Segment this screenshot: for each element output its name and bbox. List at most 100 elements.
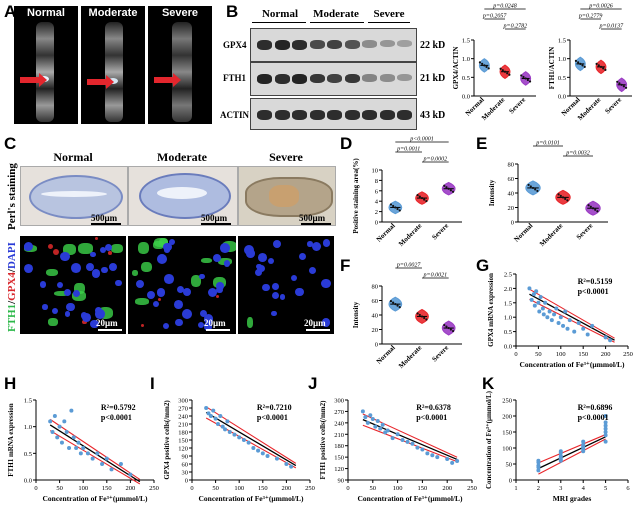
- y-tick-label: 0.0: [504, 344, 512, 351]
- p-value-label: p=0.0032: [565, 151, 590, 157]
- scatter-point: [603, 420, 608, 425]
- y-tick-label: 40: [372, 313, 379, 320]
- data-point: [447, 326, 450, 330]
- y-axis-label: FTH1/ACTIN: [548, 47, 556, 89]
- y-axis-label: Concentration of Fe³⁺(μmmol/L): [485, 390, 493, 489]
- spinal-cord: [105, 22, 123, 122]
- scatter-point: [603, 439, 608, 444]
- scatter-point: [246, 440, 251, 445]
- blot-band: [362, 40, 377, 48]
- scatter-point: [425, 451, 430, 456]
- x-tick-label: 200: [126, 485, 136, 492]
- blot-band: [362, 110, 377, 120]
- data-point: [445, 186, 448, 189]
- dapi-nucleus: [298, 252, 306, 260]
- scatter-point: [274, 456, 279, 461]
- mri-label-normal: Normal: [27, 7, 65, 19]
- scatter-point: [225, 419, 230, 424]
- data-point: [620, 83, 623, 86]
- chart-j-fth1-cells: 90 120 150 180 210 240 270 300 0 50 100 150 200 250 R²…: [319, 398, 477, 504]
- dapi-nucleus: [271, 310, 277, 317]
- ci-lower-line: [538, 438, 606, 475]
- data-point: [418, 195, 421, 198]
- ci-lower-line: [205, 417, 297, 469]
- y-tick-label: 50: [506, 462, 513, 469]
- dapi-nucleus: [322, 239, 331, 247]
- data-point: [416, 312, 419, 315]
- scatter-point: [554, 306, 559, 311]
- x-tick-label: 250: [623, 351, 633, 358]
- dapi-nucleus: [223, 260, 230, 267]
- chart-f-intensity: 0 20 40 60 80 Normal Moderate Severe p=0.0027p=0…: [352, 263, 462, 370]
- blot-actin: [250, 98, 417, 130]
- dapi-nucleus: [279, 294, 286, 300]
- x-axis-label: Concentration of Fe³⁺(μmmol/L): [519, 360, 625, 369]
- x-tick-label: 250: [467, 485, 477, 492]
- scale-label: 500μm: [91, 213, 118, 223]
- data-point: [561, 196, 565, 199]
- tissue-oval: [29, 175, 123, 219]
- y-tick-label: 20: [372, 327, 379, 334]
- fth1-signal: [74, 283, 85, 294]
- y-tick-label: 1.5: [24, 398, 32, 405]
- data-point: [394, 206, 397, 209]
- data-point: [449, 328, 452, 331]
- dapi-channel-label: DAPI: [6, 242, 18, 270]
- scatter-point: [603, 423, 608, 428]
- y-tick-label: 150: [178, 438, 188, 445]
- gpx4-signal: [82, 319, 87, 325]
- gpx4-channel-label: GPX4: [6, 272, 18, 301]
- scatter-point: [64, 430, 69, 434]
- dapi-nucleus: [272, 291, 280, 299]
- y-tick-label: 0.5: [24, 451, 32, 458]
- data-point: [594, 208, 597, 211]
- scatter-point: [608, 338, 613, 343]
- scatter-point: [405, 439, 410, 444]
- fth1-signal: [131, 269, 139, 277]
- x-tick-label: Severe: [507, 96, 527, 116]
- scatter-point: [373, 424, 378, 429]
- y-tick-label: 60: [182, 462, 189, 469]
- p-value-label: p<0.0001: [578, 413, 609, 422]
- dapi-nucleus: [295, 287, 304, 297]
- data-point: [499, 67, 502, 70]
- x-tick-label: Severe: [575, 222, 595, 242]
- y-tick-label: 0.0: [24, 478, 32, 485]
- y-tick-label: 120: [178, 446, 188, 453]
- scatter-point: [370, 417, 375, 422]
- scatter-point: [100, 462, 105, 466]
- x-tick-label: Severe: [430, 344, 450, 364]
- p-value-label: p=0.0011: [396, 147, 420, 153]
- chart-h-fth1-mrna: 0.0 0.5 1.0 1.5 0 50 100 150 200 250 R²=0.5792p<0.…: [7, 398, 159, 504]
- dapi-nucleus: [213, 254, 222, 263]
- r-squared-label: R²=0.6896: [578, 403, 613, 412]
- p-value-label: p=0.0137: [599, 24, 625, 30]
- x-tick-label: 50: [370, 485, 377, 492]
- dapi-nucleus: [85, 263, 94, 272]
- p-value-label: p=0.2779: [578, 14, 603, 20]
- data-point: [416, 193, 419, 197]
- data-point: [524, 77, 527, 80]
- dapi-nucleus: [243, 244, 254, 255]
- y-tick-label: 0.5: [462, 75, 470, 82]
- data-point: [604, 68, 607, 71]
- y-tick-label: 4: [375, 199, 379, 206]
- x-tick-label: 150: [578, 351, 588, 358]
- if-channel-label: FTH1/GPX4/DAPI: [6, 242, 18, 332]
- dapi-nucleus: [23, 264, 33, 274]
- fth1-signal: [46, 268, 58, 277]
- data-point: [520, 74, 523, 77]
- scale-bar: [91, 223, 121, 225]
- scatter-point: [603, 433, 608, 438]
- x-axis-label: Concentration of Fe³⁺(μmmol/L): [357, 494, 463, 503]
- y-tick-label: 20: [508, 205, 515, 212]
- y-tick-label: 210: [334, 432, 344, 439]
- fit-line: [538, 436, 606, 470]
- scatter-point: [435, 455, 440, 460]
- scatter-point: [375, 418, 380, 423]
- scale-label: 500μm: [201, 213, 228, 223]
- y-tick-label: 150: [502, 430, 512, 437]
- fth1-signal: [135, 297, 150, 305]
- scatter-point: [455, 458, 460, 463]
